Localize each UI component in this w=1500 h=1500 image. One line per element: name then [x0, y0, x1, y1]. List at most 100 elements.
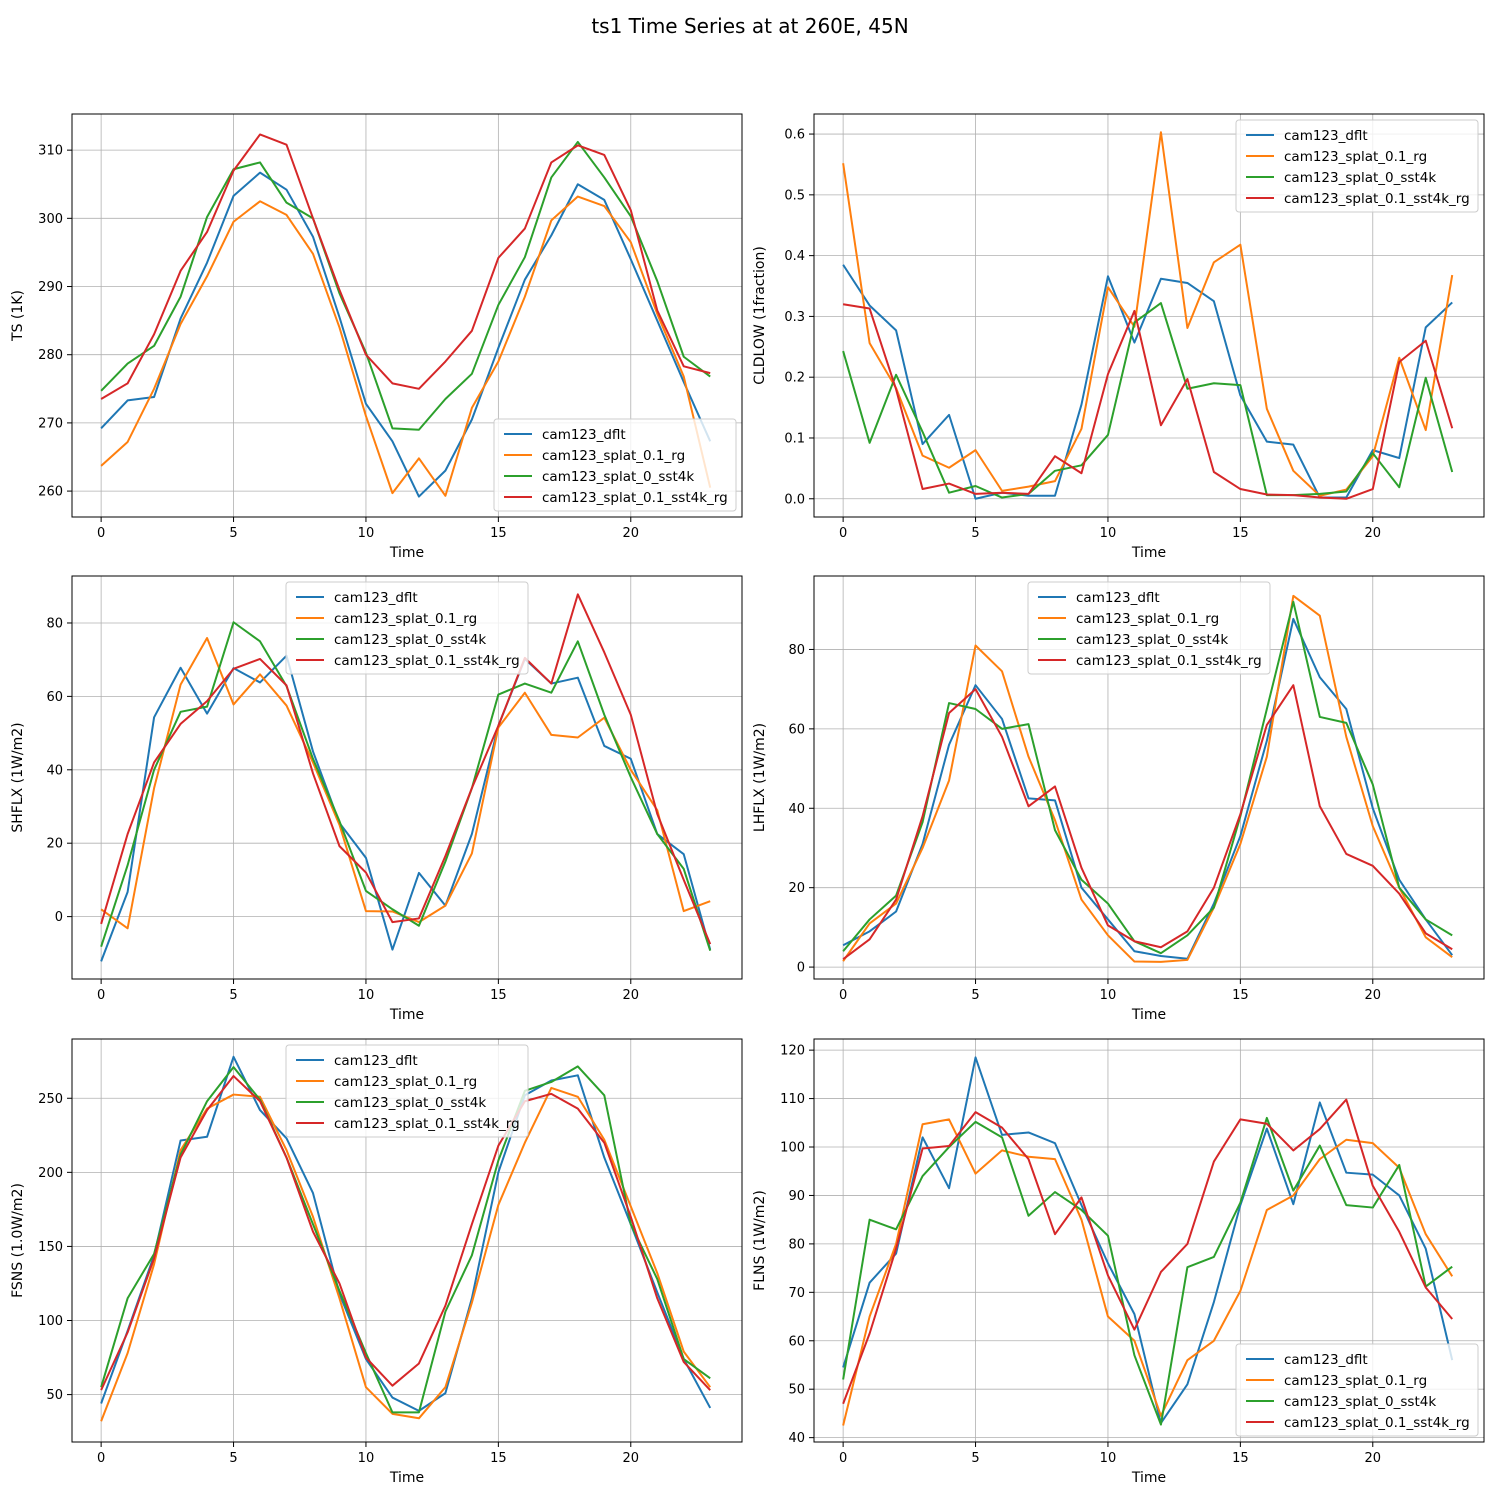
y-tick-label: 0.6 [784, 128, 805, 143]
y-tick-label: 0.5 [784, 188, 805, 203]
figure-title: ts1 Time Series at at 260E, 45N [591, 14, 909, 38]
legend-label: cam123_splat_0_sst4k [542, 469, 694, 485]
series-line-cam123-splat-0-sst4k [100, 621, 712, 952]
chart-panel-6: 0 5 10 15 20 40 50 60 70 80 90 100 110 120 Time FLNS (1… [752, 1038, 1485, 1486]
y-tick-label: 60 [788, 722, 805, 737]
y-tick-label: 0 [55, 910, 63, 925]
x-axis-label: Time [389, 1007, 424, 1023]
y-axis-label: CLDLOW (1fraction) [752, 246, 768, 385]
legend-label: cam123_splat_0.1_rg [542, 448, 685, 464]
x-tick-label: 5 [971, 526, 979, 541]
y-tick-label: 40 [46, 763, 63, 778]
series-line-cam123-dflt [100, 171, 712, 498]
legend-label: cam123_dflt [542, 427, 626, 443]
series-line-cam123-splat-0-1-sst4k-rg [100, 1075, 711, 1391]
x-tick-label: 10 [1100, 526, 1117, 541]
series-line-cam123-dflt [100, 1055, 712, 1412]
y-tick-label: 100 [38, 1314, 63, 1329]
y-axis-label: FLNS (1W/m2) [752, 1190, 768, 1291]
y-tick-label: 20 [788, 881, 805, 896]
y-tick-label: 80 [788, 1237, 805, 1252]
legend-label: cam123_splat_0.1_sst4k_rg [334, 653, 520, 669]
x-tick-label: 10 [1100, 1451, 1117, 1466]
x-tick-label: 0 [839, 1451, 847, 1466]
x-tick-label: 0 [97, 1451, 105, 1466]
y-axis-label: FSNS (1.0W/m2) [10, 1183, 26, 1298]
legend: cam123_dflt cam123_splat_0.1_rg cam123_spl… [1027, 581, 1271, 675]
legend-label: cam123_splat_0_sst4k [1284, 1394, 1436, 1410]
x-tick-label: 10 [1100, 988, 1117, 1003]
x-axis-label: Time [1131, 1007, 1166, 1023]
y-tick-label: 200 [38, 1166, 63, 1181]
y-tick-label: 50 [46, 1388, 63, 1403]
x-tick-label: 15 [1232, 1451, 1249, 1466]
chart-panel-4: 0 5 10 15 20 0 20 40 60 80 Time LHFLX (1W/m2) cam123… [752, 575, 1485, 1023]
legend-box [285, 581, 529, 675]
legend-box [1235, 1343, 1479, 1437]
legend: cam123_dflt cam123_splat_0.1_rg cam123_spl… [1235, 1343, 1479, 1437]
series-line-cam123-dflt [100, 654, 712, 962]
legend-label: cam123_dflt [1076, 590, 1160, 606]
axes-frame [813, 113, 1485, 518]
series-line-cam123-splat-0-sst4k [100, 140, 711, 431]
series-line-cam123-splat-0-1-rg [100, 195, 712, 497]
y-tick-label: 0.1 [784, 431, 805, 446]
x-tick-label: 5 [229, 988, 237, 1003]
x-tick-label: 5 [971, 988, 979, 1003]
series-line-cam123-splat-0-1-sst4k-rg [842, 303, 1454, 500]
legend-box [1235, 119, 1479, 213]
legend-label: cam123_splat_0.1_rg [334, 1074, 477, 1090]
x-tick-label: 20 [623, 526, 640, 541]
y-tick-label: 20 [46, 837, 63, 852]
x-tick-label: 15 [1232, 988, 1249, 1003]
series-line-cam123-splat-0-1-rg [100, 637, 711, 930]
y-tick-label: 40 [788, 802, 805, 817]
legend: cam123_dflt cam123_splat_0.1_rg cam123_spl… [1235, 119, 1479, 213]
chart-panel-1: 0 5 10 15 20 260 270 280 290 300 310 Time TS (1K) cam… [10, 113, 743, 561]
x-axis-label: Time [1131, 545, 1166, 561]
y-tick-label: 120 [780, 1044, 805, 1059]
legend: cam123_dflt cam123_splat_0.1_rg cam123_spl… [285, 1044, 529, 1138]
y-tick-label: 90 [788, 1189, 805, 1204]
legend-label: cam123_dflt [1284, 128, 1368, 144]
y-tick-label: 270 [38, 416, 63, 431]
y-axis-label: LHFLX (1W/m2) [752, 723, 768, 832]
legend-label: cam123_splat_0_sst4k [334, 1095, 486, 1111]
y-tick-label: 50 [788, 1383, 805, 1398]
x-tick-label: 10 [358, 1451, 375, 1466]
legend-box [285, 1044, 529, 1138]
chart-panel-3: 0 5 10 15 20 0 20 40 60 80 Time SHFLX (1W/m2) cam123… [10, 575, 743, 1023]
y-tick-label: 280 [38, 348, 63, 363]
x-tick-label: 20 [1365, 1451, 1382, 1466]
legend-label: cam123_splat_0.1_rg [1076, 611, 1219, 627]
x-tick-label: 0 [839, 526, 847, 541]
legend-label: cam123_splat_0.1_rg [1284, 149, 1427, 165]
y-tick-label: 60 [788, 1334, 805, 1349]
x-tick-label: 5 [229, 526, 237, 541]
x-tick-label: 20 [1365, 526, 1382, 541]
legend-label: cam123_splat_0_sst4k [1284, 170, 1436, 186]
series-line-cam123-dflt [842, 617, 1454, 960]
x-tick-label: 15 [490, 526, 507, 541]
y-tick-label: 0.3 [784, 310, 805, 325]
series-line-cam123-dflt [842, 264, 1453, 500]
x-tick-label: 0 [97, 988, 105, 1003]
legend-label: cam123_splat_0.1_sst4k_rg [1284, 191, 1470, 207]
legend-box [493, 418, 737, 512]
legend-label: cam123_splat_0_sst4k [1076, 632, 1228, 648]
legend-label: cam123_dflt [1284, 1352, 1368, 1368]
series-line-cam123-splat-0-sst4k [842, 1116, 1453, 1426]
y-tick-label: 290 [38, 280, 63, 295]
x-axis-label: Time [389, 1470, 424, 1486]
x-tick-label: 0 [97, 526, 105, 541]
y-tick-label: 110 [780, 1092, 805, 1107]
y-axis-label: TS (1K) [10, 290, 26, 342]
series-line-cam123-splat-0-1-sst4k-rg [100, 593, 712, 945]
legend: cam123_dflt cam123_splat_0.1_rg cam123_spl… [285, 581, 529, 675]
legend-label: cam123_splat_0.1_sst4k_rg [542, 490, 728, 506]
x-axis-label: Time [1131, 1470, 1166, 1486]
series-line-cam123-splat-0-1-rg [842, 594, 1453, 963]
legend-label: cam123_splat_0.1_sst4k_rg [1284, 1415, 1470, 1431]
y-tick-label: 80 [788, 643, 805, 658]
